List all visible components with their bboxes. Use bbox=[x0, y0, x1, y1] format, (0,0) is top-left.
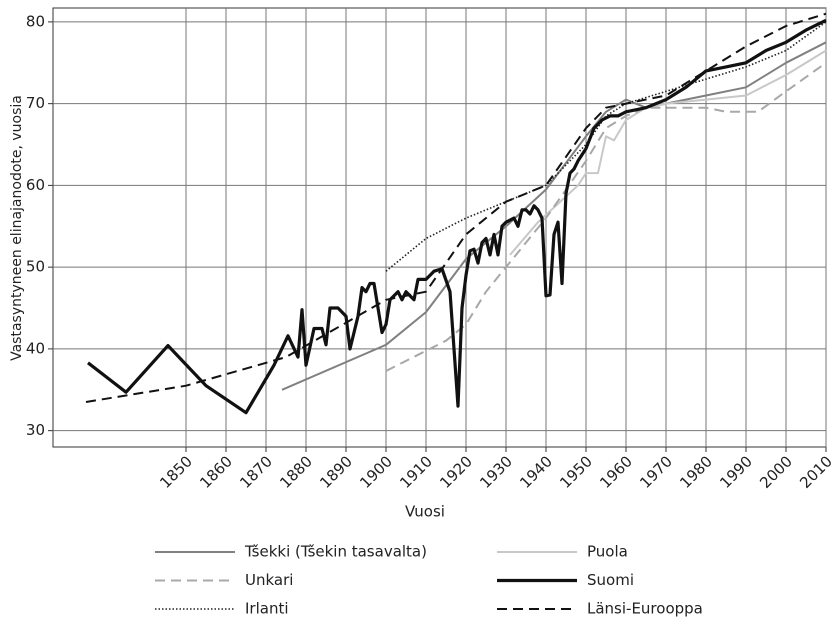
x-tick-label: 1980 bbox=[676, 452, 716, 492]
x-tick-label: 1870 bbox=[236, 452, 276, 492]
y-axis-label: Vastasyntyneen elinajanodote, vuosia bbox=[9, 95, 25, 361]
series-line bbox=[85, 12, 827, 403]
x-tick-label: 1930 bbox=[476, 452, 516, 492]
y-tick-label: 30 bbox=[26, 421, 45, 439]
series-line bbox=[385, 21, 827, 272]
x-tick-label: 1940 bbox=[516, 452, 556, 492]
y-tick-label: 40 bbox=[26, 339, 45, 357]
x-tick-label: 2000 bbox=[756, 452, 796, 492]
x-tick-label: 1890 bbox=[316, 452, 356, 492]
legend-label: Länsi-Eurooppa bbox=[587, 600, 703, 618]
y-tick-label: 80 bbox=[26, 12, 45, 30]
x-tick-label: 1850 bbox=[156, 452, 196, 492]
legend-label: Unkari bbox=[245, 571, 293, 589]
y-tick-label: 60 bbox=[26, 176, 45, 194]
x-tick-label: 1910 bbox=[396, 452, 436, 492]
x-tick-label: 1900 bbox=[356, 452, 396, 492]
legend-label: Suomi bbox=[587, 571, 634, 589]
legend-label: Irlanti bbox=[245, 600, 289, 618]
legend-label: Tšekki (Tšekin tasavalta) bbox=[244, 543, 427, 561]
plot-frame bbox=[52, 7, 827, 448]
x-tick-label: 1920 bbox=[436, 452, 476, 492]
x-tick-label: 2010 bbox=[796, 452, 834, 492]
series-line bbox=[87, 18, 827, 415]
x-axis-label: Vuosi bbox=[405, 503, 445, 521]
series-line bbox=[385, 61, 827, 372]
x-tick-label: 1880 bbox=[276, 452, 316, 492]
x-tick-label: 1950 bbox=[556, 452, 596, 492]
series-line bbox=[281, 41, 827, 391]
x-tick-label: 1960 bbox=[596, 452, 636, 492]
series-line bbox=[509, 49, 827, 256]
x-tick-label: 1860 bbox=[196, 452, 236, 492]
y-tick-label: 70 bbox=[26, 94, 45, 112]
y-tick-label: 50 bbox=[26, 258, 45, 276]
legend-label: Puola bbox=[587, 543, 628, 561]
x-tick-label: 1990 bbox=[716, 452, 756, 492]
x-tick-label: 1970 bbox=[636, 452, 676, 492]
